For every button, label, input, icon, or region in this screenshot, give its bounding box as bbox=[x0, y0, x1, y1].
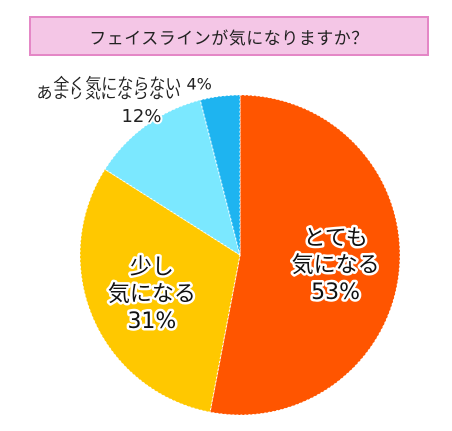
pie-slice-1 bbox=[209, 94, 401, 416]
slice-2-label-line-2: 気になる bbox=[108, 282, 196, 307]
slice-1-label-line-2: 気になる bbox=[292, 253, 380, 278]
slice-1-percent-label: 53% bbox=[311, 280, 360, 305]
slice-2-percent-label: 31% bbox=[127, 309, 176, 334]
slice-1-label-line-1: とても bbox=[303, 226, 367, 251]
chart-title: フェイスラインが気になりますか？ bbox=[29, 16, 429, 56]
pie-slice-2 bbox=[79, 168, 241, 413]
slice-3-label: あまり気にならない bbox=[36, 83, 180, 102]
slice-2-label-line-1: 少し bbox=[130, 255, 174, 280]
pie-slice-3 bbox=[104, 99, 241, 257]
slice-4-label: 全く気にならない 4% bbox=[53, 74, 211, 93]
slice-3-percent-label: 12% bbox=[121, 106, 161, 127]
pie-slice-4 bbox=[199, 94, 241, 256]
